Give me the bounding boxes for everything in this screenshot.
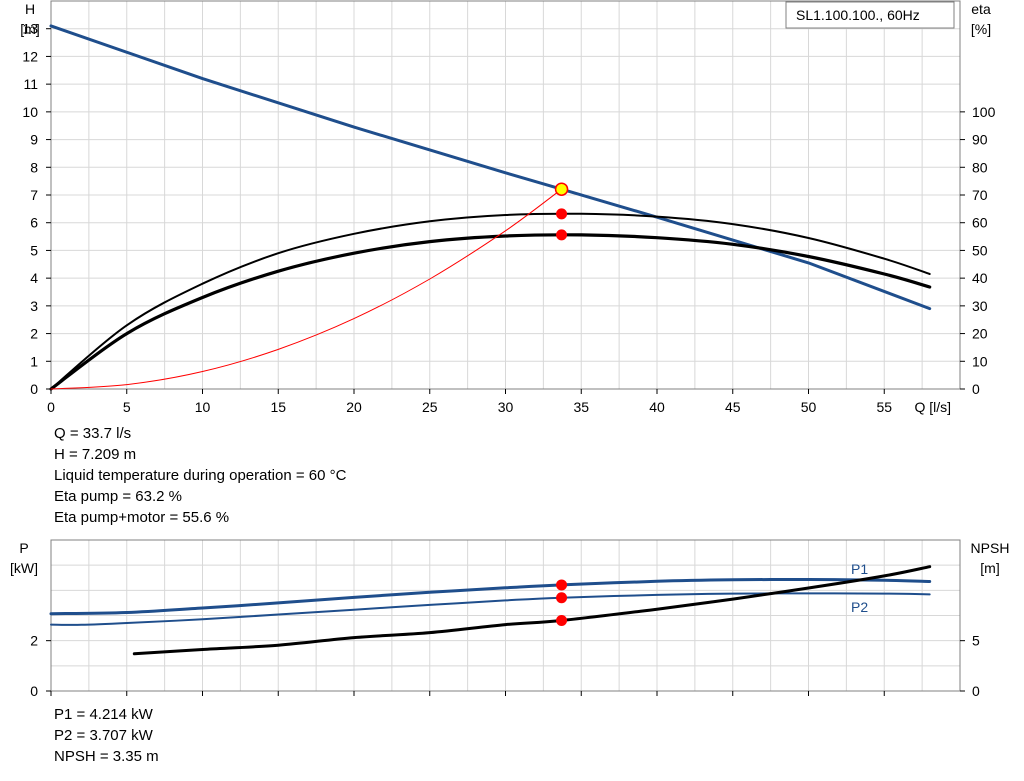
x-tick-label: 10 <box>195 399 211 415</box>
y-left-tick-label: 12 <box>22 48 38 64</box>
x-tick-label: 25 <box>422 399 438 415</box>
eta-pump-motor-operating-point <box>556 229 568 241</box>
power-axis-unit: [kW] <box>10 560 38 576</box>
x-tick-label: 40 <box>649 399 665 415</box>
x-tick-label: 20 <box>346 399 362 415</box>
bottom-y-left-tick-label: 2 <box>30 633 38 649</box>
y-right-tick-label: 10 <box>972 353 988 369</box>
series-label-p1: P1 <box>851 561 868 577</box>
series-p1 <box>49 577 932 616</box>
p1-readout: P1 = 4.214 kW <box>54 706 153 723</box>
p2-operating-point <box>556 592 568 604</box>
series-npsh <box>132 565 932 656</box>
y-right-tick-label: 80 <box>972 159 988 175</box>
y-left-tick-label: 11 <box>23 76 38 92</box>
power-info: P1 = 4.214 kW P2 = 3.707 kW NPSH = 3.35 … <box>54 704 159 767</box>
power-axis-title: P <box>19 540 28 556</box>
y-left-tick-label: 9 <box>30 132 38 148</box>
x-tick-label: 0 <box>47 399 55 415</box>
x-axis-label: Q [l/s] <box>914 399 951 415</box>
temperature-readout: Liquid temperature during operation = 60… <box>54 467 347 484</box>
x-tick-label: 30 <box>498 399 514 415</box>
y-left-tick-label: 3 <box>30 298 38 314</box>
x-tick-label: 50 <box>801 399 817 415</box>
p2-readout: P2 = 3.707 kW <box>54 727 153 744</box>
flow-readout: Q = 33.7 l/s <box>54 425 132 442</box>
y-left-tick-label: 8 <box>30 159 38 175</box>
npsh-readout: NPSH = 3.35 m <box>54 748 159 765</box>
top-chart-grid <box>46 0 965 394</box>
y-left-tick-label: 0 <box>30 381 38 397</box>
x-tick-label: 5 <box>123 399 131 415</box>
series-h <box>49 24 932 311</box>
y-right-axis-unit: [%] <box>971 21 991 37</box>
npsh-axis-title: NPSH <box>971 540 1010 556</box>
y-right-axis-title: eta <box>971 1 991 17</box>
chart-title-box <box>785 1 955 29</box>
y-right-tick-label: 100 <box>972 104 996 120</box>
y-right-tick-label: 90 <box>972 132 988 148</box>
y-left-axis-title: H <box>25 1 35 17</box>
eta-pump-operating-point <box>556 208 568 220</box>
series-eta-pump <box>50 212 931 390</box>
y-right-tick-label: 50 <box>972 242 988 258</box>
operating-point-info: Q = 33.7 l/s H = 7.209 m Liquid temperat… <box>54 423 346 528</box>
p1-operating-point <box>556 579 568 591</box>
bottom-y-right-tick-label: 0 <box>972 683 980 699</box>
x-tick-label: 45 <box>725 399 741 415</box>
series-layer <box>49 24 932 656</box>
y-right-tick-label: 60 <box>972 215 988 231</box>
y-right-tick-label: 30 <box>972 298 988 314</box>
series-eta-pump-motor <box>49 233 932 391</box>
series-label-p2: P2 <box>851 599 868 615</box>
y-left-tick-label: 2 <box>30 326 38 342</box>
series-p2 <box>50 592 931 626</box>
bottom-y-right-tick-label: 5 <box>972 633 980 649</box>
bottom-y-left-tick-label: 0 <box>30 683 38 699</box>
y-right-tick-label: 70 <box>972 187 988 203</box>
y-left-tick-label: 10 <box>22 104 38 120</box>
y-left-axis-unit: [m] <box>20 21 39 37</box>
label-layer: 0 5 10 15 20 25 30 35 40 45 50 55 Q [l/s]01234567891… <box>10 1 1009 699</box>
head-readout: H = 7.209 m <box>54 446 137 463</box>
y-right-tick-label: 20 <box>972 326 988 342</box>
y-left-tick-label: 5 <box>30 242 38 258</box>
bottom-chart-grid <box>46 539 965 696</box>
x-tick-label: 15 <box>270 399 286 415</box>
y-left-tick-label: 13 <box>22 21 38 37</box>
eta-pump-readout: Eta pump = 63.2 % <box>54 488 182 505</box>
npsh-axis-unit: [m] <box>980 560 999 576</box>
y-right-tick-label: 40 <box>972 270 988 286</box>
x-tick-label: 55 <box>876 399 892 415</box>
duty-point-marker <box>554 182 569 196</box>
eta-pump-motor-readout: Eta pump+motor = 55.6 % <box>54 509 230 526</box>
x-tick-label: 35 <box>573 399 589 415</box>
series-system-curve <box>50 188 563 390</box>
y-left-tick-label: 1 <box>30 353 38 369</box>
chart-title: SL1.100.100., 60Hz <box>796 7 920 23</box>
y-left-tick-label: 7 <box>30 187 38 203</box>
y-left-tick-label: 4 <box>30 270 38 286</box>
y-left-tick-label: 6 <box>30 215 38 231</box>
npsh-operating-point <box>556 615 568 627</box>
y-right-tick-label: 0 <box>972 381 980 397</box>
